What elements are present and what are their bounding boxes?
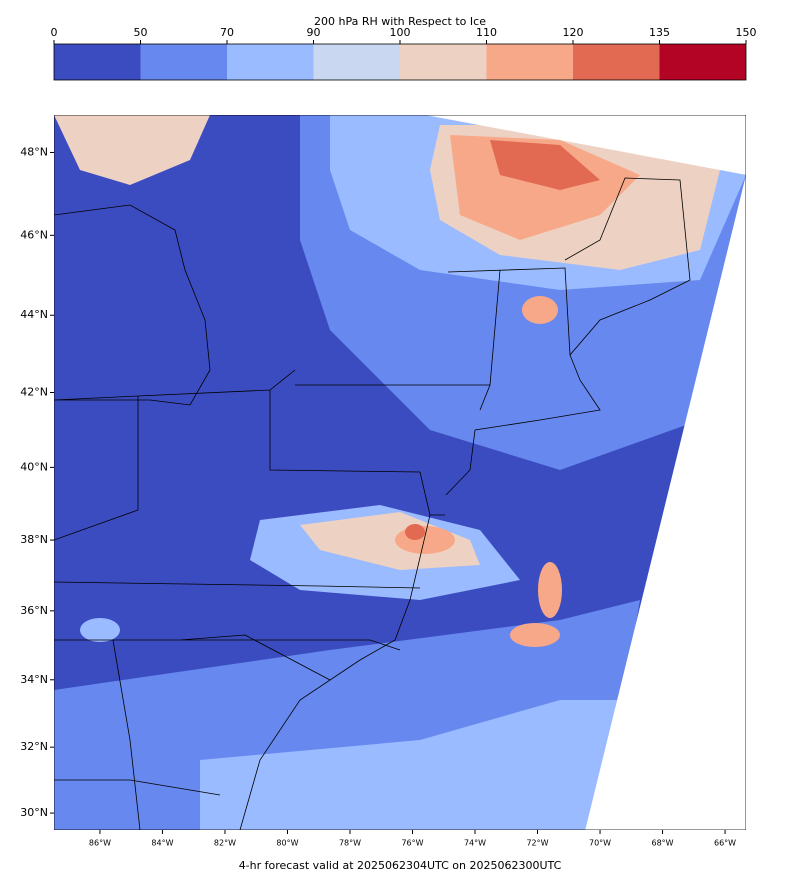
x-tick-label: 74°W bbox=[464, 839, 486, 848]
x-tick-label: 86°W bbox=[89, 839, 111, 848]
footer: 4-hr forecast valid at 2025062304UTC on … bbox=[239, 859, 562, 872]
field-region bbox=[522, 296, 558, 324]
x-tick-label: 84°W bbox=[151, 839, 173, 848]
x-tick-label: 72°W bbox=[526, 839, 548, 848]
colorbar: 0 50 70 90 100 110 120 135 150 bbox=[51, 26, 757, 81]
field-region bbox=[490, 140, 600, 190]
colorbar-segment bbox=[54, 44, 141, 80]
x-tick-label: 80°W bbox=[276, 839, 298, 848]
y-tick-label: 30°N bbox=[20, 806, 48, 819]
x-tick-label: 68°W bbox=[652, 839, 674, 848]
y-tick-label: 40°N bbox=[20, 460, 48, 473]
y-tick-label: 46°N bbox=[20, 228, 48, 241]
y-tick-label: 36°N bbox=[20, 604, 48, 617]
field-region bbox=[200, 700, 620, 830]
colorbar-tick-label: 100 bbox=[390, 26, 411, 39]
map-field bbox=[54, 115, 746, 830]
field-region bbox=[538, 562, 562, 618]
y-tick-label: 34°N bbox=[20, 673, 48, 686]
y-tick-label: 38°N bbox=[20, 533, 48, 546]
field-region bbox=[80, 618, 120, 642]
colorbar-tick-label: 150 bbox=[736, 26, 757, 39]
field-region bbox=[510, 623, 560, 647]
colorbar-segment bbox=[659, 44, 746, 80]
colorbar-segment bbox=[573, 44, 660, 80]
colorbar-title: 200 hPa RH with Respect to Ice bbox=[314, 15, 486, 28]
colorbar-segment bbox=[486, 44, 573, 80]
field-region bbox=[405, 524, 425, 540]
coastline bbox=[239, 177, 691, 830]
colorbar-segment bbox=[227, 44, 314, 80]
colorbar-tick-label: 135 bbox=[649, 26, 670, 39]
field-region bbox=[54, 115, 210, 185]
axes: 30°N 32°N 34°N 36°N 38°N 40°N 42°N 44°N 46°N 48°N… bbox=[20, 145, 736, 847]
field-region bbox=[395, 526, 455, 554]
x-tick-label: 76°W bbox=[401, 839, 423, 848]
x-tick-label: 78°W bbox=[339, 839, 361, 848]
y-tick-label: 48°N bbox=[20, 145, 48, 158]
x-tick-label: 70°W bbox=[589, 839, 611, 848]
colorbar-tick-label: 50 bbox=[134, 26, 148, 39]
domain-mask bbox=[585, 175, 746, 830]
field-region bbox=[300, 512, 480, 570]
colorbar-tick-label: 70 bbox=[220, 26, 234, 39]
colorbar-segment bbox=[400, 44, 487, 80]
colorbar-tick-label: 110 bbox=[476, 26, 497, 39]
colorbar-tick-label: 120 bbox=[563, 26, 584, 39]
colorbar-tick-label: 90 bbox=[307, 26, 321, 39]
colorbar-segment bbox=[313, 44, 400, 80]
domain-mask bbox=[425, 115, 746, 175]
y-tick-label: 32°N bbox=[20, 740, 48, 753]
colorbar-tick-label: 0 bbox=[51, 26, 58, 39]
y-tick-label: 44°N bbox=[20, 308, 48, 321]
x-tick-label: 82°W bbox=[214, 839, 236, 848]
x-tick-label: 66°W bbox=[714, 839, 736, 848]
y-tick-label: 42°N bbox=[20, 385, 48, 398]
colorbar-segment bbox=[140, 44, 227, 80]
